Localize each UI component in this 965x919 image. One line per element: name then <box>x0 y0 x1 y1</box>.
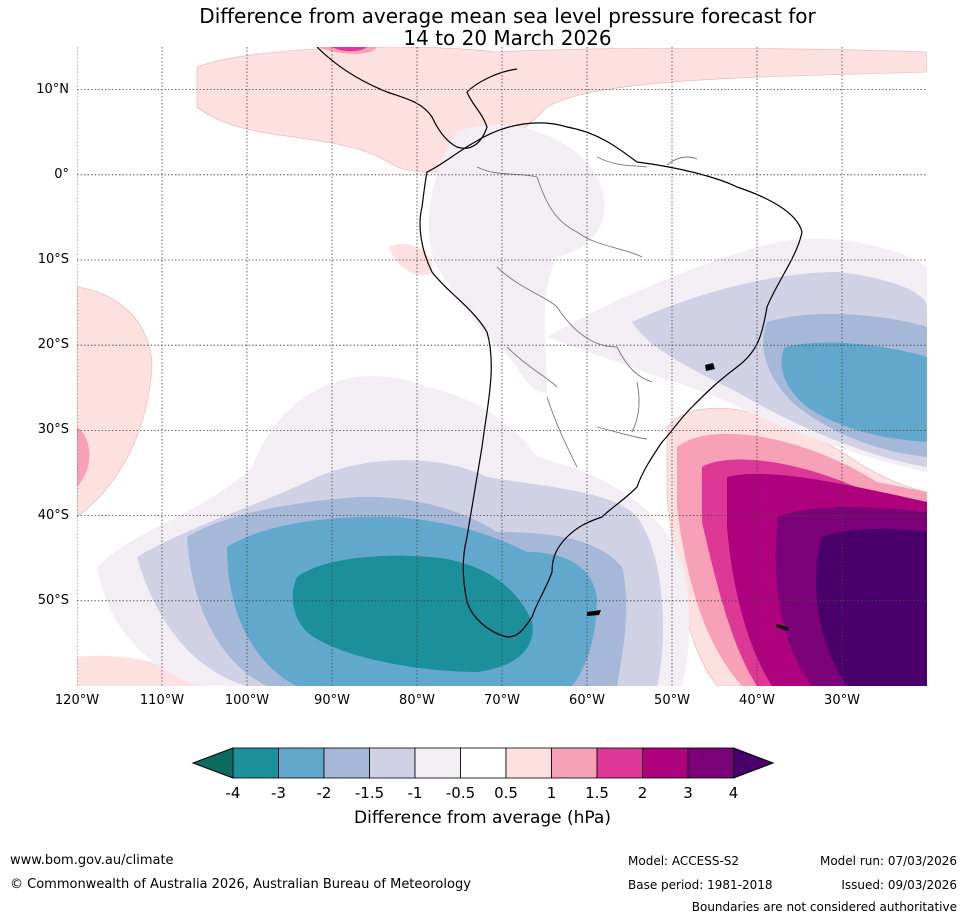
lon-label-110w: 110°W <box>139 693 185 708</box>
colorbar-tick-label: -2 <box>316 784 332 802</box>
lon-label-60w: 60°W <box>569 693 605 708</box>
lat-label-10s: 10°S <box>37 252 69 267</box>
colorbar-segment <box>460 747 507 779</box>
positive-anomaly-west <box>77 286 153 518</box>
negative-anomaly-continent-north <box>428 124 605 393</box>
colorbar-tick-label: 1.5 <box>585 784 609 802</box>
colorbar-segment <box>505 747 552 779</box>
map-title-line1: Difference from average mean sea level p… <box>199 4 816 28</box>
lat-label-30s: 30°S <box>37 422 69 437</box>
colorbar-tick-label: 3 <box>683 784 693 802</box>
south-america-coastline <box>419 122 803 638</box>
colorbar-tick-label: 2 <box>637 784 648 802</box>
colorbar-segment <box>642 747 689 779</box>
colorbar-tick-label: -3 <box>271 784 286 802</box>
lon-label-30w: 30°W <box>824 693 860 708</box>
lon-label-100w: 100°W <box>224 693 270 708</box>
colorbar-arrow-low <box>191 747 234 779</box>
lon-label-120w: 120°W <box>54 693 100 708</box>
lon-label-80w: 80°W <box>399 693 435 708</box>
negative-anomaly-south-3 <box>292 555 533 672</box>
lat-label-40s: 40°S <box>37 508 69 523</box>
footer-copyright: © Commonwealth of Australia 2026, Austra… <box>10 877 471 892</box>
footer-disclaimer: Boundaries are not considered authoritat… <box>691 900 957 914</box>
colorbar-segment <box>687 747 734 779</box>
colorbar-segment <box>414 747 461 779</box>
lon-label-40w: 40°W <box>739 693 775 708</box>
colorbar <box>191 747 775 779</box>
colorbar-tick-label: 1 <box>546 784 557 802</box>
lon-label-90w: 90°W <box>314 693 350 708</box>
colorbar-segment <box>323 747 370 779</box>
colorbar-segment <box>551 747 598 779</box>
positive-anomaly-southwest <box>77 655 202 686</box>
lat-label-0: 0° <box>54 167 69 182</box>
positive-anomaly-west-core <box>77 427 90 487</box>
colorbar-segment <box>596 747 643 779</box>
lat-label-10n: 10°N <box>36 82 69 97</box>
lat-label-50s: 50°S <box>37 593 69 608</box>
colorbar-title: Difference from average (hPa) <box>354 808 611 828</box>
colorbar-tick-label: -1 <box>407 784 423 802</box>
colorbar-tick-label: 4 <box>728 784 739 802</box>
colorbar-tick-label: -1.5 <box>354 784 385 802</box>
negative-anomaly-east-2 <box>781 342 927 442</box>
footer-issued: Issued: 09/03/2026 <box>841 878 957 892</box>
lake-marker <box>705 363 715 371</box>
island-marker-2 <box>587 610 601 616</box>
footer-model: Model: ACCESS-S2 <box>628 854 740 868</box>
footer-model-run: Model run: 07/03/2026 <box>819 854 957 868</box>
positive-anomaly-south-atlantic-peak <box>816 528 927 686</box>
lat-label-20s: 20°S <box>37 337 69 352</box>
colorbar-tick-label: 0.5 <box>494 784 518 802</box>
positive-anomaly-caribbean-peak <box>332 47 367 52</box>
map-title-line2: 14 to 20 March 2026 <box>403 26 612 50</box>
colorbar-tick-label: -4 <box>225 784 241 802</box>
colorbar-tick-label: -0.5 <box>445 784 476 802</box>
colorbar-segment <box>369 747 416 779</box>
colorbar-segment <box>278 747 325 779</box>
island-marker <box>776 624 789 631</box>
pressure-anomaly-map <box>77 47 927 686</box>
colorbar-segment <box>232 747 279 779</box>
gridlines <box>77 47 927 686</box>
footer-website[interactable]: www.bom.gov.au/climate <box>10 853 174 868</box>
colorbar-arrow-high <box>733 747 775 779</box>
lon-label-50w: 50°W <box>654 693 690 708</box>
footer-base-period: Base period: 1981-2018 <box>628 878 773 892</box>
positive-anomaly-caribbean <box>196 47 927 173</box>
lon-label-70w: 70°W <box>484 693 520 708</box>
